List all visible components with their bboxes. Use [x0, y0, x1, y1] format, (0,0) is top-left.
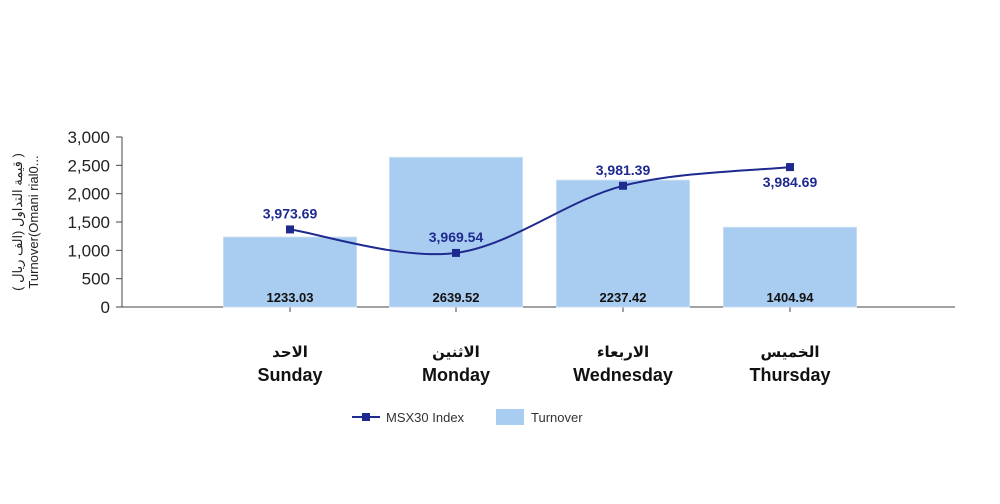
- category-labels: الاحد Sunday الاثنين Monday الاربعاء Wednesda…: [257, 343, 830, 385]
- legend-bar-swatch: [496, 409, 524, 425]
- y-tick-label: 0: [101, 298, 110, 317]
- line-data-label: 3,969.54: [429, 229, 484, 245]
- y-tick-label: 1,500: [67, 213, 110, 232]
- x-tick-label: Sunday: [257, 365, 322, 385]
- line-data-label: 3,973.69: [263, 205, 318, 221]
- x-tick-label-arabic: الخميس: [761, 343, 820, 361]
- bar-data-label: 1404.94: [767, 290, 815, 305]
- bar: [556, 179, 690, 308]
- bar-data-label: 2639.52: [433, 290, 480, 305]
- y-axis-title: Turnover(Omani rial0...: [26, 155, 41, 288]
- line-point: [452, 248, 460, 257]
- line-series: [286, 163, 794, 257]
- bar: [723, 226, 857, 308]
- axes: 0 500 1,000 1,500 2,000 2,500 3,000: [67, 128, 955, 317]
- x-tick-label: Wednesday: [573, 365, 673, 385]
- data-labels: 3,973.69 3,969.54 3,981.39 3,984.69 1233.03 2…: [263, 162, 818, 305]
- y-tick-label: 3,000: [67, 128, 110, 147]
- x-tick-label-arabic: الاثنين: [432, 343, 480, 361]
- legend-label: Turnover: [531, 410, 583, 425]
- x-tick-label: Thursday: [749, 365, 830, 385]
- x-tick-label: Monday: [422, 365, 490, 385]
- y-axis-title-arabic: ( قيمة التداول (الف ريال ): [10, 153, 26, 291]
- y-tick-label: 2,500: [67, 156, 110, 175]
- bars: [223, 156, 857, 308]
- line-data-label: 3,984.69: [763, 174, 818, 190]
- y-axis-title: ( قيمة التداول (الف ريال ) Turnover(Omani…: [10, 153, 41, 291]
- bar-data-label: 1233.03: [267, 290, 314, 305]
- bar: [389, 156, 523, 308]
- y-tick-label: 500: [82, 270, 110, 289]
- y-tick-label: 2,000: [67, 185, 110, 204]
- legend-line-marker: [362, 413, 370, 421]
- line-point: [619, 181, 627, 190]
- line-data-label: 3,981.39: [596, 162, 651, 178]
- bar: [223, 236, 357, 308]
- msx30-line: [289, 166, 791, 256]
- line-point: [286, 225, 294, 234]
- line-point: [786, 163, 794, 172]
- bar-data-label: 2237.42: [600, 290, 647, 305]
- x-tick-label-arabic: الاحد: [272, 343, 308, 361]
- legend: MSX30 Index Turnover: [352, 409, 583, 425]
- legend-label: MSX30 Index: [386, 410, 465, 425]
- x-tick-label-arabic: الاربعاء: [597, 343, 649, 361]
- y-tick-label: 1,000: [67, 241, 110, 260]
